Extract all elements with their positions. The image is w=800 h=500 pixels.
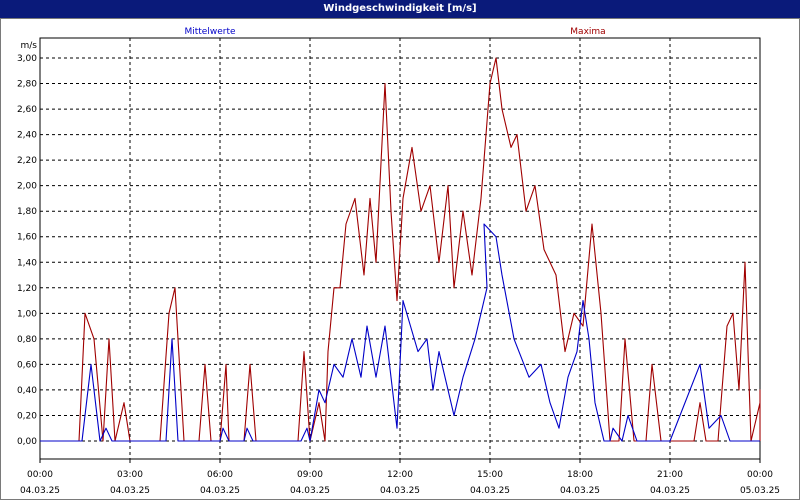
x-tick-time: 06:00 — [207, 470, 233, 480]
x-tick-date: 04.03.25 — [20, 486, 60, 496]
y-tick-label: 2,00 — [17, 182, 37, 192]
y-axis-label: m/s — [21, 41, 38, 51]
y-tick-label: 2,60 — [17, 105, 37, 115]
y-tick-label: 0,60 — [17, 360, 37, 370]
y-tick-label: 1,20 — [17, 284, 37, 294]
legend-max-label: Maxima — [570, 27, 605, 37]
x-tick-time: 09:00 — [297, 470, 323, 480]
x-tick-time: 18:00 — [567, 470, 593, 480]
y-tick-label: 0,00 — [17, 437, 37, 447]
y-tick-label: 1,40 — [17, 258, 37, 268]
x-tick-time: 21:00 — [657, 470, 683, 480]
x-tick-date: 04.03.25 — [650, 486, 690, 496]
x-tick-date: 04.03.25 — [200, 486, 240, 496]
x-tick-time: 03:00 — [117, 470, 143, 480]
y-tick-label: 0,20 — [17, 411, 37, 421]
x-tick-time: 00:00 — [27, 470, 53, 480]
x-tick-date: 04.03.25 — [470, 486, 510, 496]
y-tick-label: 3,00 — [17, 54, 37, 64]
x-tick-date: 04.03.25 — [290, 486, 330, 496]
x-tick-date: 05.03.25 — [740, 486, 780, 496]
x-tick-date: 04.03.25 — [560, 486, 600, 496]
y-tick-label: 0,40 — [17, 386, 37, 396]
x-tick-date: 04.03.25 — [380, 486, 420, 496]
y-tick-label: 1,60 — [17, 233, 37, 243]
y-tick-label: 2,40 — [17, 131, 37, 141]
y-tick-label: 1,80 — [17, 207, 37, 217]
y-tick-label: 1,00 — [17, 309, 37, 319]
x-tick-time: 00:00 — [747, 470, 773, 480]
y-tick-label: 0,80 — [17, 335, 37, 345]
y-tick-label: 2,20 — [17, 156, 37, 166]
series-mittelwerte-line — [40, 223, 760, 442]
y-tick-label: 2,80 — [17, 80, 37, 90]
x-tick-time: 12:00 — [387, 470, 413, 480]
x-tick-time: 15:00 — [477, 470, 503, 480]
window-title: Windgeschwindigkeit [m/s] — [0, 0, 800, 18]
x-tick-date: 04.03.25 — [110, 486, 150, 496]
legend-mean-label: Mittelwerte — [184, 27, 235, 37]
series-maxima-line — [40, 57, 761, 442]
